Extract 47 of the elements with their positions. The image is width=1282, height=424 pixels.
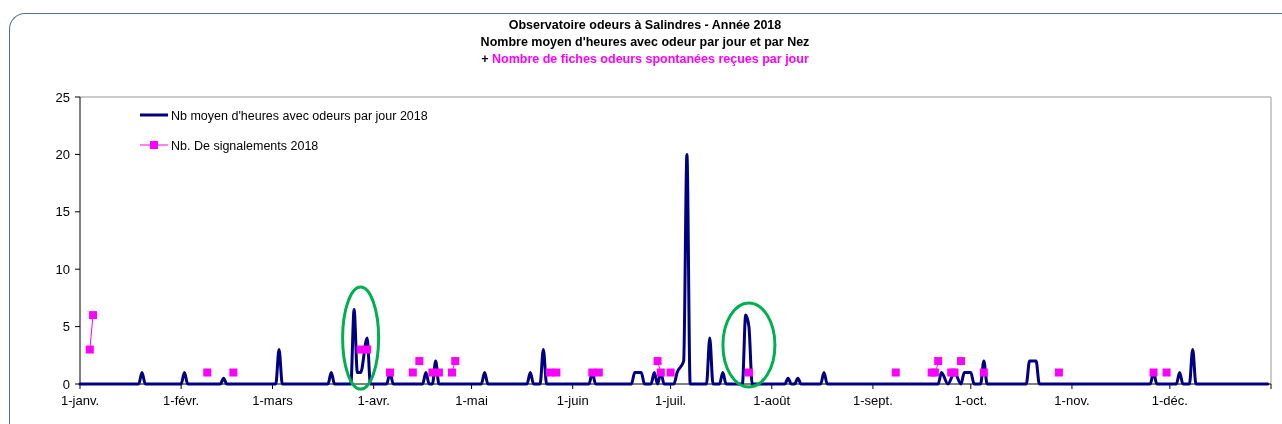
legend-label: Nb. De signalements 2018 xyxy=(171,138,319,153)
point xyxy=(957,357,966,366)
y-tick-label: 25 xyxy=(55,89,70,105)
point xyxy=(744,368,753,377)
point xyxy=(203,368,212,377)
x-tick-label: 1-sept. xyxy=(853,393,893,408)
point xyxy=(447,368,456,377)
x-tick-label: 1-nov. xyxy=(1054,393,1090,408)
point xyxy=(552,368,561,377)
x-tick-label: 1-mai xyxy=(455,393,488,408)
x-tick-label: 1-mars xyxy=(252,393,294,408)
point xyxy=(891,368,900,377)
point xyxy=(85,345,94,354)
point xyxy=(979,368,988,377)
y-tick-label: 5 xyxy=(62,319,70,335)
point xyxy=(1162,368,1171,377)
x-tick-label: 1-juin xyxy=(556,393,589,408)
point xyxy=(385,368,394,377)
y-tick-label: 0 xyxy=(62,376,70,392)
y-tick-label: 15 xyxy=(55,204,70,220)
x-tick-label: 1-déc. xyxy=(1151,393,1188,408)
chart-title: Observatoire odeurs à Salindres - Année 2018 xyxy=(508,18,782,32)
y-tick-label: 10 xyxy=(55,261,70,277)
point xyxy=(1054,368,1063,377)
point xyxy=(363,345,372,354)
point xyxy=(415,357,424,366)
x-tick-label: 1-juil. xyxy=(655,393,687,408)
x-tick-label: 1-janv. xyxy=(60,393,100,408)
x-tick-label: 1-févr. xyxy=(163,393,200,408)
chart-subtitle: Nombre moyen d'heures avec odeur par jour et par Nez xyxy=(480,35,810,49)
point xyxy=(229,368,238,377)
legend-label: Nb moyen d'heures avec odeurs par jour 2018 xyxy=(171,108,428,123)
point xyxy=(666,368,675,377)
point xyxy=(934,357,943,366)
x-tick-label: 1-avr. xyxy=(357,393,390,408)
point xyxy=(656,368,665,377)
point xyxy=(594,368,603,377)
text: + Nombre de fiches odeurs spontanées reçues par jour xyxy=(481,52,809,66)
x-tick-label: 1-oct. xyxy=(954,393,988,408)
x-tick-label: 1-août xyxy=(753,393,791,408)
point xyxy=(434,368,443,377)
point xyxy=(653,357,662,366)
y-tick-label: 20 xyxy=(55,146,70,162)
point xyxy=(1149,368,1158,377)
point xyxy=(408,368,417,377)
point xyxy=(89,311,98,320)
point xyxy=(451,357,460,366)
